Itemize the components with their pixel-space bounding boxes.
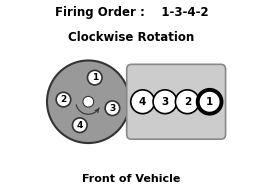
Circle shape bbox=[105, 101, 120, 116]
Text: 4: 4 bbox=[77, 121, 83, 130]
FancyBboxPatch shape bbox=[127, 64, 226, 139]
Text: 1: 1 bbox=[92, 73, 98, 82]
Text: 3: 3 bbox=[109, 104, 115, 113]
Text: 2: 2 bbox=[184, 97, 191, 107]
Text: 3: 3 bbox=[161, 97, 169, 107]
Circle shape bbox=[88, 70, 102, 85]
Circle shape bbox=[131, 90, 155, 114]
Circle shape bbox=[198, 90, 221, 114]
Circle shape bbox=[153, 90, 177, 114]
Circle shape bbox=[83, 96, 94, 107]
Text: 2: 2 bbox=[60, 95, 67, 104]
Text: 4: 4 bbox=[139, 97, 146, 107]
Text: Firing Order :    1-3-4-2: Firing Order : 1-3-4-2 bbox=[55, 6, 208, 19]
Circle shape bbox=[47, 60, 130, 143]
Text: Clockwise Rotation: Clockwise Rotation bbox=[68, 31, 195, 44]
Circle shape bbox=[73, 118, 87, 132]
Text: 1: 1 bbox=[206, 97, 213, 107]
Text: Front of Vehicle: Front of Vehicle bbox=[82, 174, 181, 184]
Circle shape bbox=[175, 90, 199, 114]
Circle shape bbox=[56, 92, 71, 107]
